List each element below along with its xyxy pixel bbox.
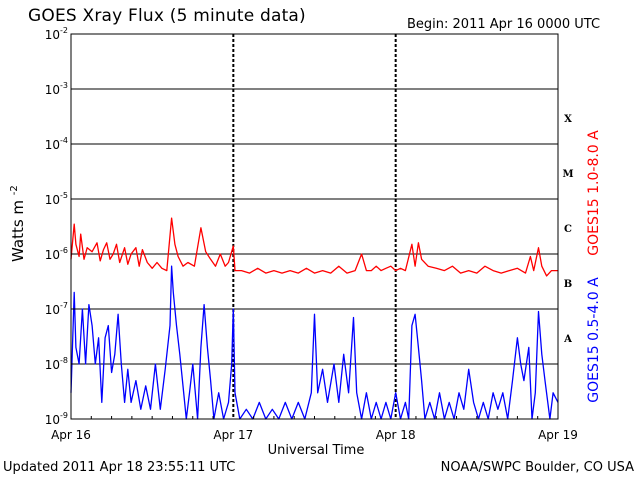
y-tick-label: 10-3	[45, 81, 68, 97]
x-tick-labels: Apr 16 Apr 17 Apr 18 Apr 19	[51, 416, 578, 442]
series-legend: GOES15 1.0-8.0 A GOES15 0.5-4.0 A	[586, 130, 602, 403]
x-axis-label: Universal Time	[268, 443, 365, 458]
legend-entry: GOES15 0.5-4.0 A	[586, 277, 602, 403]
y-tick-label: 10-9	[45, 411, 68, 427]
flare-class-b: B	[564, 279, 572, 290]
grid-lines	[71, 34, 558, 419]
y-tick-labels: 10-9 10-8 10-7 10-6 10-5 10-4 10-3 10-2	[45, 26, 558, 427]
series-lines	[70, 217, 559, 420]
data-credit: NOAA/SWPC Boulder, CO USA	[440, 460, 634, 475]
y-axis-label-exponent: -2	[9, 185, 20, 195]
series-line-short	[70, 265, 559, 420]
begin-time: Begin: 2011 Apr 16 0000 UTC	[407, 17, 601, 32]
updated-timestamp: Updated 2011 Apr 18 23:55:11 UTC	[3, 460, 236, 475]
flare-class-c: C	[564, 224, 572, 235]
plot-frame	[70, 33, 559, 420]
x-tick-label: Apr 17	[213, 428, 253, 442]
x-tick-label: Apr 18	[376, 428, 416, 442]
chart-title: GOES Xray Flux (5 minute data)	[28, 6, 306, 26]
y-tick-label: 10-6	[45, 246, 68, 262]
x-tick-label: Apr 16	[51, 428, 91, 442]
x-tick-label: Apr 19	[538, 428, 578, 442]
y-tick-label: 10-2	[45, 26, 68, 42]
y-axis-label-text: Watts m	[9, 200, 27, 262]
y-tick-label: 10-5	[45, 191, 68, 207]
flare-class-x: X	[564, 114, 572, 125]
y-tick-label: 10-4	[45, 136, 68, 152]
y-tick-label: 10-8	[45, 356, 68, 372]
series-line-long	[70, 217, 558, 277]
legend-entry: GOES15 1.0-8.0 A	[586, 130, 602, 256]
flare-class-a: A	[563, 334, 572, 345]
flare-class-labels: A B C M X	[562, 114, 573, 345]
y-tick-label: 10-7	[45, 301, 68, 317]
svg-text:Watts m -2: Watts m -2	[9, 185, 27, 262]
flare-class-m: M	[562, 169, 573, 180]
y-axis-label: Watts m -2	[9, 185, 27, 262]
